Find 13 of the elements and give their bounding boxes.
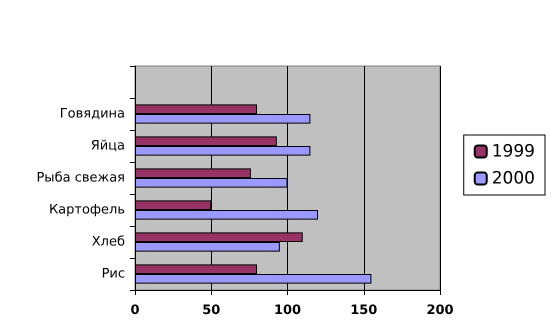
y-tick-label: Рыба свежая — [36, 170, 125, 186]
legend-label: 1999 — [492, 142, 535, 162]
x-tick-label: 0 — [130, 303, 140, 318]
y-tick-label: Рис — [102, 266, 125, 282]
y-tick-label: Говядина — [60, 106, 125, 122]
y-tick-label: Хлеб — [92, 234, 125, 250]
legend-label: 2000 — [492, 168, 535, 188]
x-tick-label: 150 — [350, 303, 378, 318]
x-tick-label: 200 — [426, 303, 454, 318]
y-tick-label: Картофель — [48, 202, 125, 218]
y-tick-label: Яйца — [90, 138, 125, 154]
x-tick-label: 100 — [274, 303, 302, 318]
x-tick-label: 50 — [202, 303, 220, 318]
